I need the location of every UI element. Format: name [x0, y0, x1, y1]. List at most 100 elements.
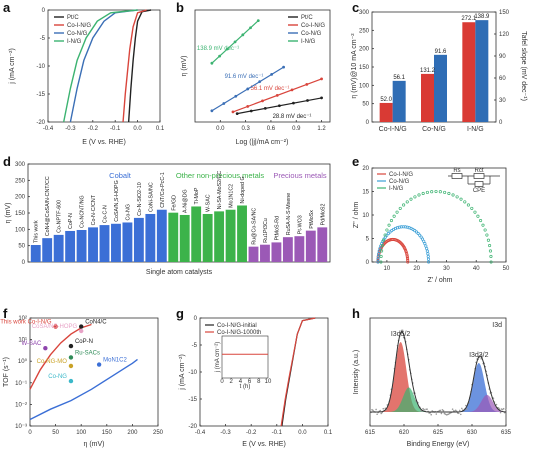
panel-d-y-tick-label: 0 — [22, 260, 26, 266]
panel-f-xlabel: η (mV) — [84, 441, 105, 448]
panel-f-point-label: CoN4/C — [85, 320, 107, 326]
panel-b-point — [306, 99, 309, 102]
panel-f-x-tick-label: 200 — [127, 430, 138, 436]
panel-h-data-point — [422, 407, 424, 410]
panel-e-point — [380, 243, 385, 248]
panel-h-data-point — [439, 409, 442, 412]
panel-e-point — [443, 190, 447, 194]
panel-e-point — [425, 190, 429, 194]
panel-g-inset-tick-label: 6 — [248, 379, 252, 385]
panel-d-bar — [53, 234, 64, 262]
panel-d-bar-label: Fe/GD — [171, 195, 177, 211]
panel-b-point — [233, 40, 237, 44]
panel-e-point — [489, 254, 493, 259]
panel-b-point — [270, 73, 274, 76]
panel-e-point — [385, 228, 389, 232]
panel-e-point — [427, 260, 431, 264]
panel-d-bar-label: Pt-WO3 — [297, 215, 303, 234]
panel-f-series-This work Co-N/G — [29, 358, 138, 421]
panel-d-bar — [122, 222, 133, 262]
panel-f-point-label: Co-NG-MO — [37, 359, 68, 365]
panel-a-legend-label: Co-I-N/G — [67, 23, 91, 29]
panel-e-point — [486, 238, 490, 242]
panel-d-bar — [225, 209, 236, 262]
panel-h-data-point — [499, 411, 502, 414]
panel-e-point — [479, 219, 483, 223]
panel-e-point — [414, 230, 419, 234]
panel-g-legend-label: Co-I-N/G-1000th — [217, 330, 261, 336]
panel-g-inset-tick-label: 0 — [220, 379, 224, 385]
panel-c-y2-tick-label: 120 — [499, 32, 510, 38]
panel-d-bar — [179, 214, 190, 262]
panel-a-series-I-N/G — [62, 9, 138, 123]
panel-g-ylabel: j (mA cm⁻²) — [179, 354, 186, 391]
panel-d-bar-label: Pd/MoS2 — [320, 204, 326, 226]
panel-e-y-tick-label: 10 — [362, 213, 369, 219]
panel-e-point — [383, 233, 387, 237]
panel-a-series-Pt/C — [127, 9, 152, 123]
panel-h-data-point — [465, 404, 467, 407]
panel-e-point — [404, 250, 408, 254]
panel-d-bar-label: Ni-SA-MoS2/CC — [217, 171, 223, 210]
panel-d-group-label: Other non-precious metals — [176, 171, 265, 180]
panel-h-subpeak-fill — [388, 387, 430, 412]
panel-c-category-label: Co-I-N/G — [379, 126, 407, 133]
panel-e-point — [392, 214, 396, 218]
panel-h-subpeak-fill — [466, 394, 508, 412]
panel-d-bar — [76, 229, 87, 262]
panel-f-point-label: Ru-SACs — [75, 350, 100, 356]
panel-g-inset-xlabel: t (h) — [240, 384, 251, 390]
panel-h-data-point — [497, 407, 500, 409]
panel-e-point — [405, 251, 409, 255]
panel-f-point-label: Co-NG — [48, 374, 67, 380]
panel-b-point — [263, 106, 267, 110]
panel-a-ylabel: j (mA cm⁻²) — [9, 48, 16, 85]
panel-e-point — [406, 256, 410, 261]
panel-e-point — [417, 193, 421, 197]
panel-h-data-point — [426, 408, 428, 410]
panel-e-point — [481, 223, 485, 227]
panel-e-point — [426, 257, 431, 261]
panel-d-bar-label: Co-NPTF-600 — [57, 200, 63, 233]
panel-e-point — [470, 206, 474, 210]
panel-d-bar-label: CoNi-SA/NC — [148, 182, 154, 212]
panel-e-point — [426, 254, 430, 259]
panel-h-data-point — [440, 412, 443, 415]
panel-b-point — [320, 77, 323, 81]
panel-f-point — [68, 363, 74, 369]
panel-e-point — [455, 195, 459, 199]
panel-f-point-label: MoN1C2 — [103, 358, 127, 364]
panel-a-xlabel: E (V vs. RHE) — [82, 139, 126, 146]
panel-h-x-tick-label: 625 — [433, 430, 444, 436]
panel-e-point — [405, 255, 409, 259]
panel-e-point — [376, 257, 380, 261]
panel-label-g: g — [176, 306, 184, 321]
panel-e-point — [430, 190, 434, 194]
panel-e-circuit-label: Rct — [475, 168, 484, 174]
panel-h-envelope — [369, 331, 506, 413]
panel-a-y-tick-label: -5 — [40, 36, 46, 42]
panel-c-bar-eta — [462, 22, 476, 123]
panel-b-legend-label: Co-I-N/G — [301, 23, 325, 29]
panel-f-ylabel: TOF (s⁻¹) — [3, 357, 10, 387]
panel-a-x-tick-label: -0.3 — [65, 126, 76, 132]
panel-f-frame — [29, 317, 159, 427]
panel-a-y-tick-label: -20 — [36, 120, 45, 126]
panel-b-point — [222, 102, 226, 105]
panel-f-y-tick-label: 10⁻³ — [15, 424, 27, 430]
panel-h-data-point — [380, 412, 383, 415]
panel-h-data-point — [379, 409, 382, 412]
panel-d-bar-label: PtMoSx — [309, 210, 315, 229]
panel-b-x-tick-label: 0.9 — [292, 126, 301, 132]
panel-c-y2-tick-label: 90 — [499, 54, 506, 60]
panel-e-x-tick-label: 40 — [473, 266, 480, 272]
panel-e-point — [405, 253, 409, 257]
panel-f-x-tick-label: 250 — [153, 430, 164, 436]
panel-e-y-tick-label: 20 — [362, 166, 369, 172]
panel-f-x-tick-label: 50 — [52, 430, 59, 436]
panel-g-series-Co-I-N/G-initial — [281, 317, 316, 427]
panel-c-bar-label: 272.1 — [461, 16, 477, 22]
panel-d-bar — [282, 237, 293, 262]
panel-g-legend-label: Co-I-N/G-initial — [217, 323, 257, 329]
panel-g-inset-tick-label: 10 — [265, 379, 272, 385]
